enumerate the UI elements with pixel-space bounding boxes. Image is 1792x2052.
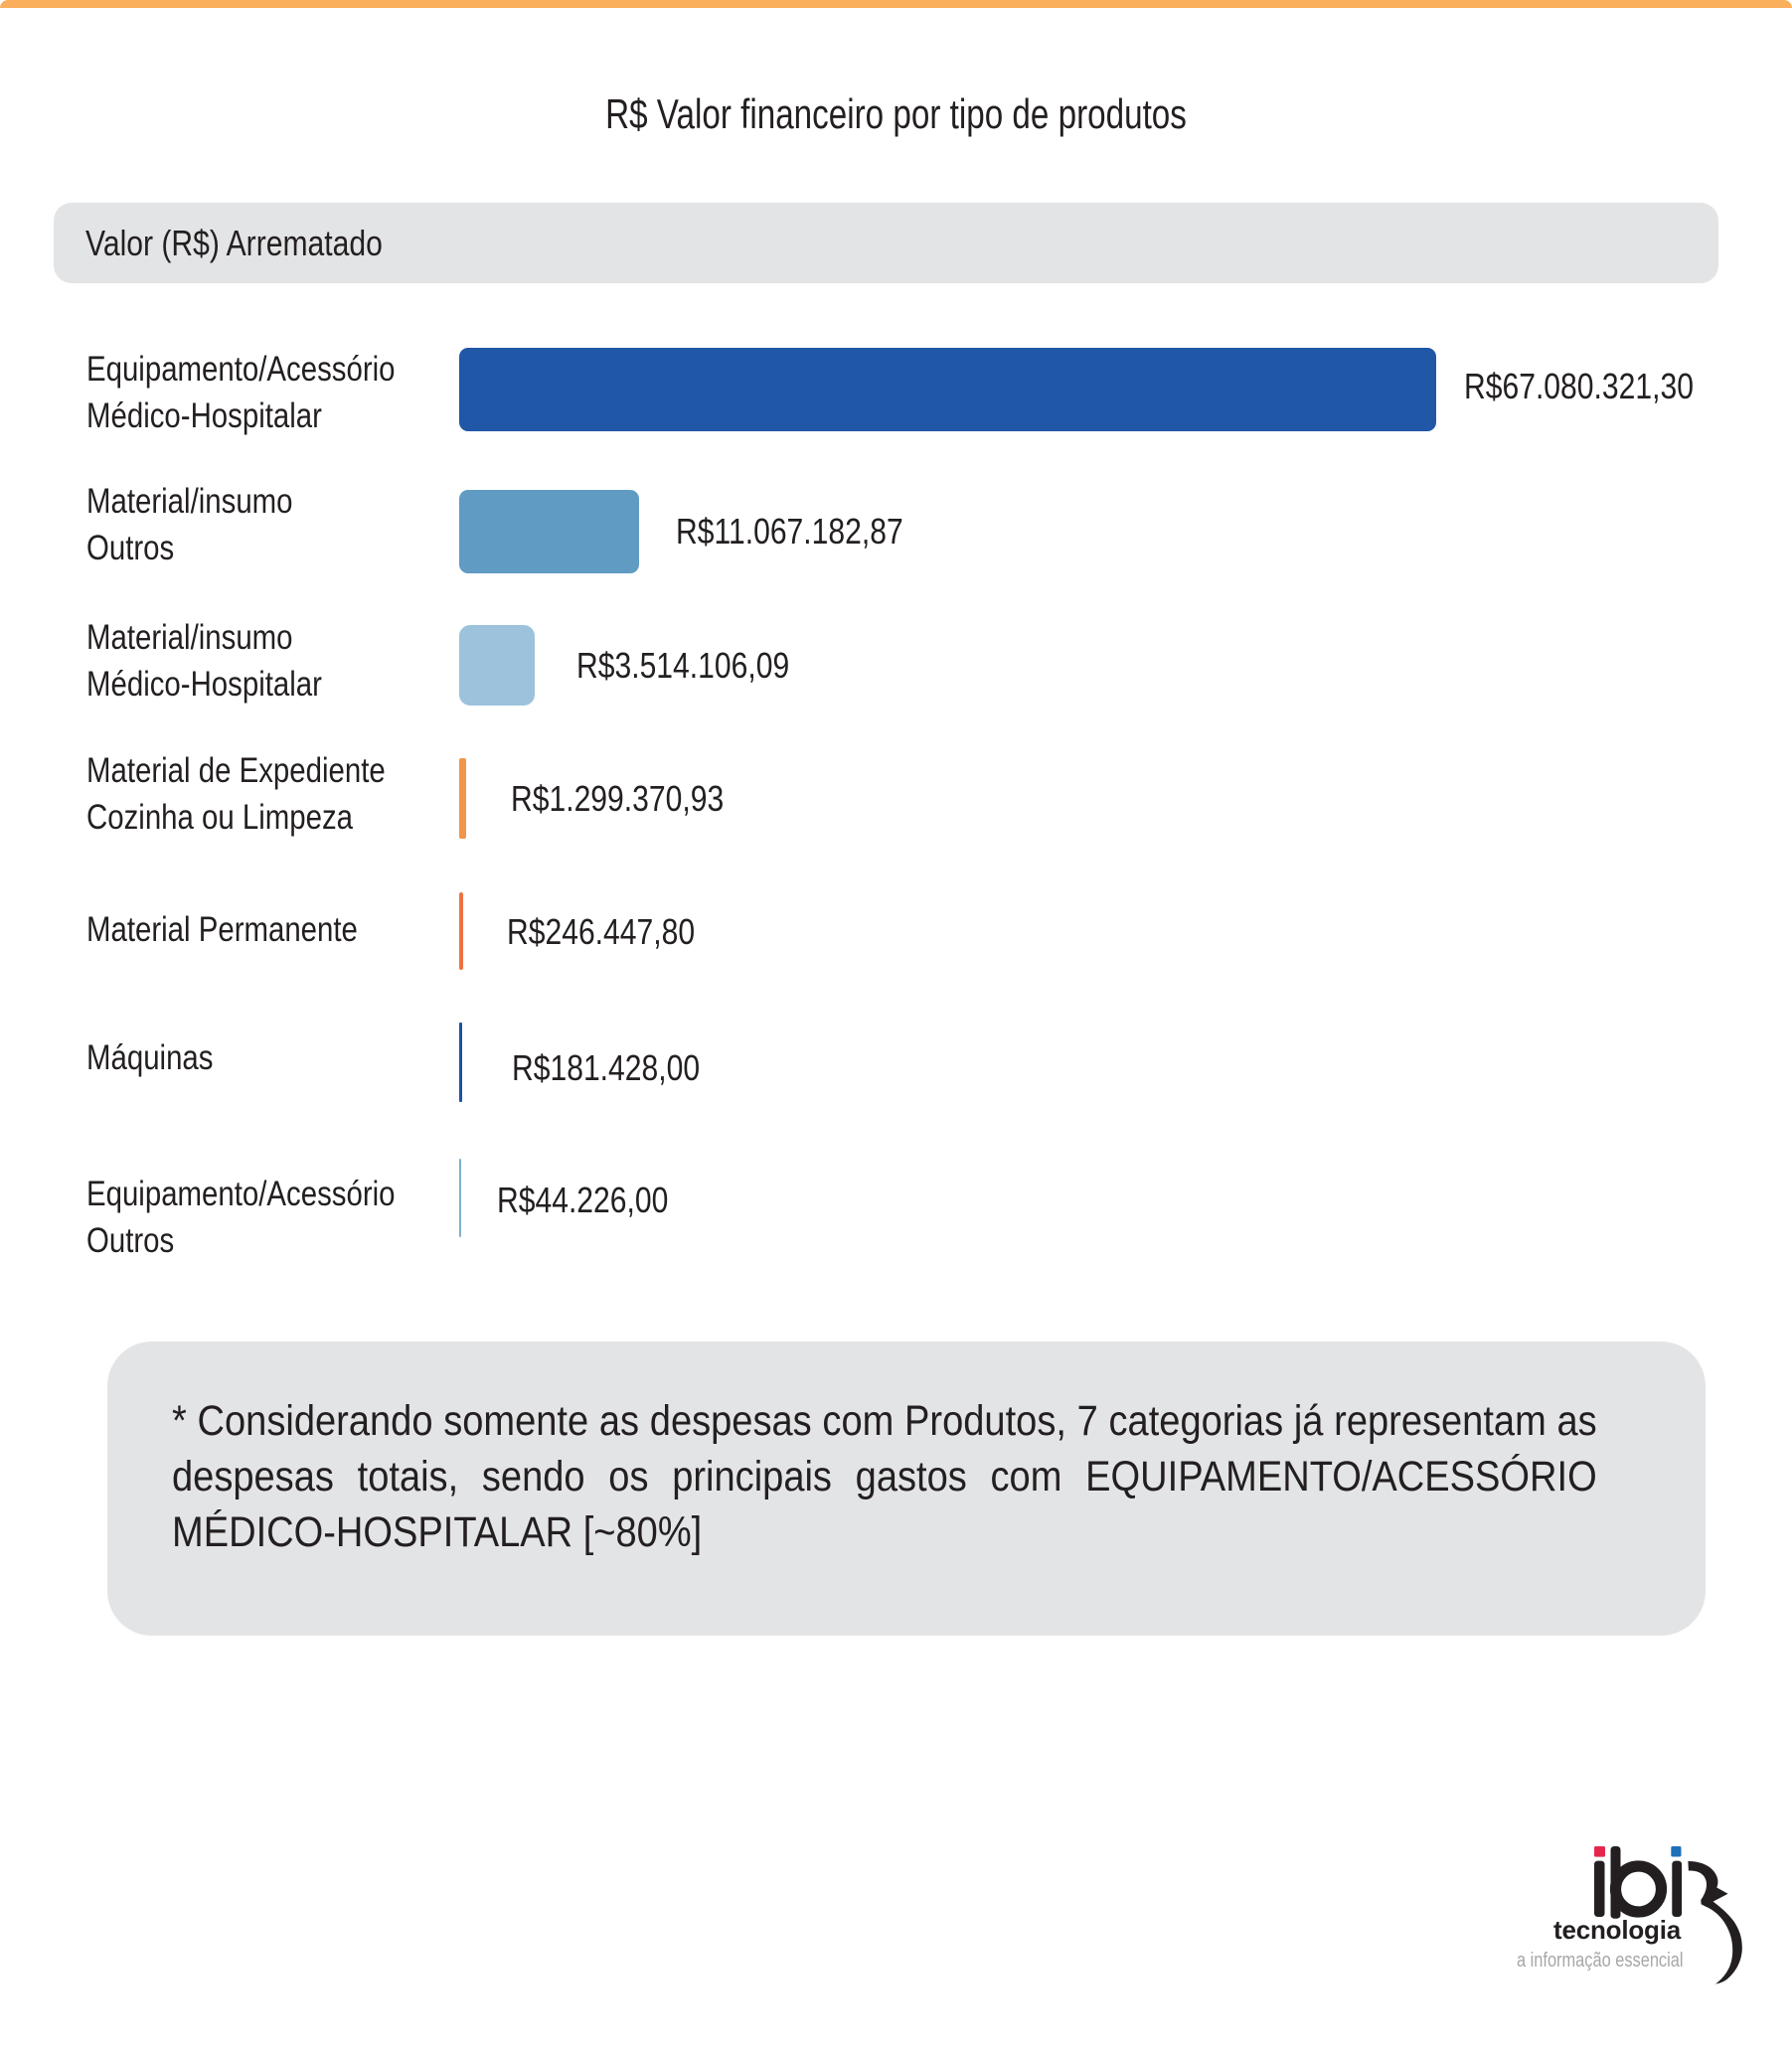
svg-text:tecnologia: tecnologia [1553,1915,1682,1945]
svg-text:a informação essencial: a informação essencial [1517,1948,1684,1971]
